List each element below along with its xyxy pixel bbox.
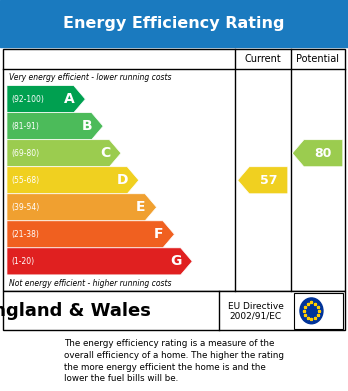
Bar xyxy=(294,293,343,329)
Bar xyxy=(3,49,345,291)
Text: Current: Current xyxy=(244,54,281,64)
Text: (39-54): (39-54) xyxy=(11,203,39,212)
Text: (69-80): (69-80) xyxy=(11,149,39,158)
Text: B: B xyxy=(82,119,92,133)
Text: 80: 80 xyxy=(315,147,332,160)
Text: (92-100): (92-100) xyxy=(11,95,44,104)
Text: England & Wales: England & Wales xyxy=(0,302,151,320)
Bar xyxy=(0,0,348,47)
Polygon shape xyxy=(7,248,192,275)
Text: Potential: Potential xyxy=(296,54,339,64)
Polygon shape xyxy=(7,140,121,167)
Text: (55-68): (55-68) xyxy=(11,176,39,185)
Text: EU Directive: EU Directive xyxy=(228,301,284,311)
Text: C: C xyxy=(100,146,110,160)
Polygon shape xyxy=(7,194,157,221)
Text: (21-38): (21-38) xyxy=(11,230,39,239)
Text: 2002/91/EC: 2002/91/EC xyxy=(230,311,282,320)
Text: Very energy efficient - lower running costs: Very energy efficient - lower running co… xyxy=(9,73,171,82)
Text: D: D xyxy=(117,173,128,187)
Polygon shape xyxy=(292,140,343,167)
Text: E: E xyxy=(136,200,146,214)
Text: Not energy efficient - higher running costs: Not energy efficient - higher running co… xyxy=(9,278,171,288)
Text: A: A xyxy=(64,92,74,106)
Text: Energy Efficiency Rating: Energy Efficiency Rating xyxy=(63,16,285,31)
Text: (1-20): (1-20) xyxy=(11,257,34,266)
Text: 57: 57 xyxy=(260,174,277,187)
Polygon shape xyxy=(7,113,103,140)
Circle shape xyxy=(300,298,323,324)
Polygon shape xyxy=(7,167,139,194)
Text: (81-91): (81-91) xyxy=(11,122,39,131)
Polygon shape xyxy=(7,86,85,113)
Text: F: F xyxy=(154,227,164,241)
Bar xyxy=(3,291,345,330)
Polygon shape xyxy=(7,221,174,248)
Text: G: G xyxy=(170,255,181,268)
Text: The energy efficiency rating is a measure of the
overall efficiency of a home. T: The energy efficiency rating is a measur… xyxy=(64,339,284,384)
Polygon shape xyxy=(238,167,288,194)
